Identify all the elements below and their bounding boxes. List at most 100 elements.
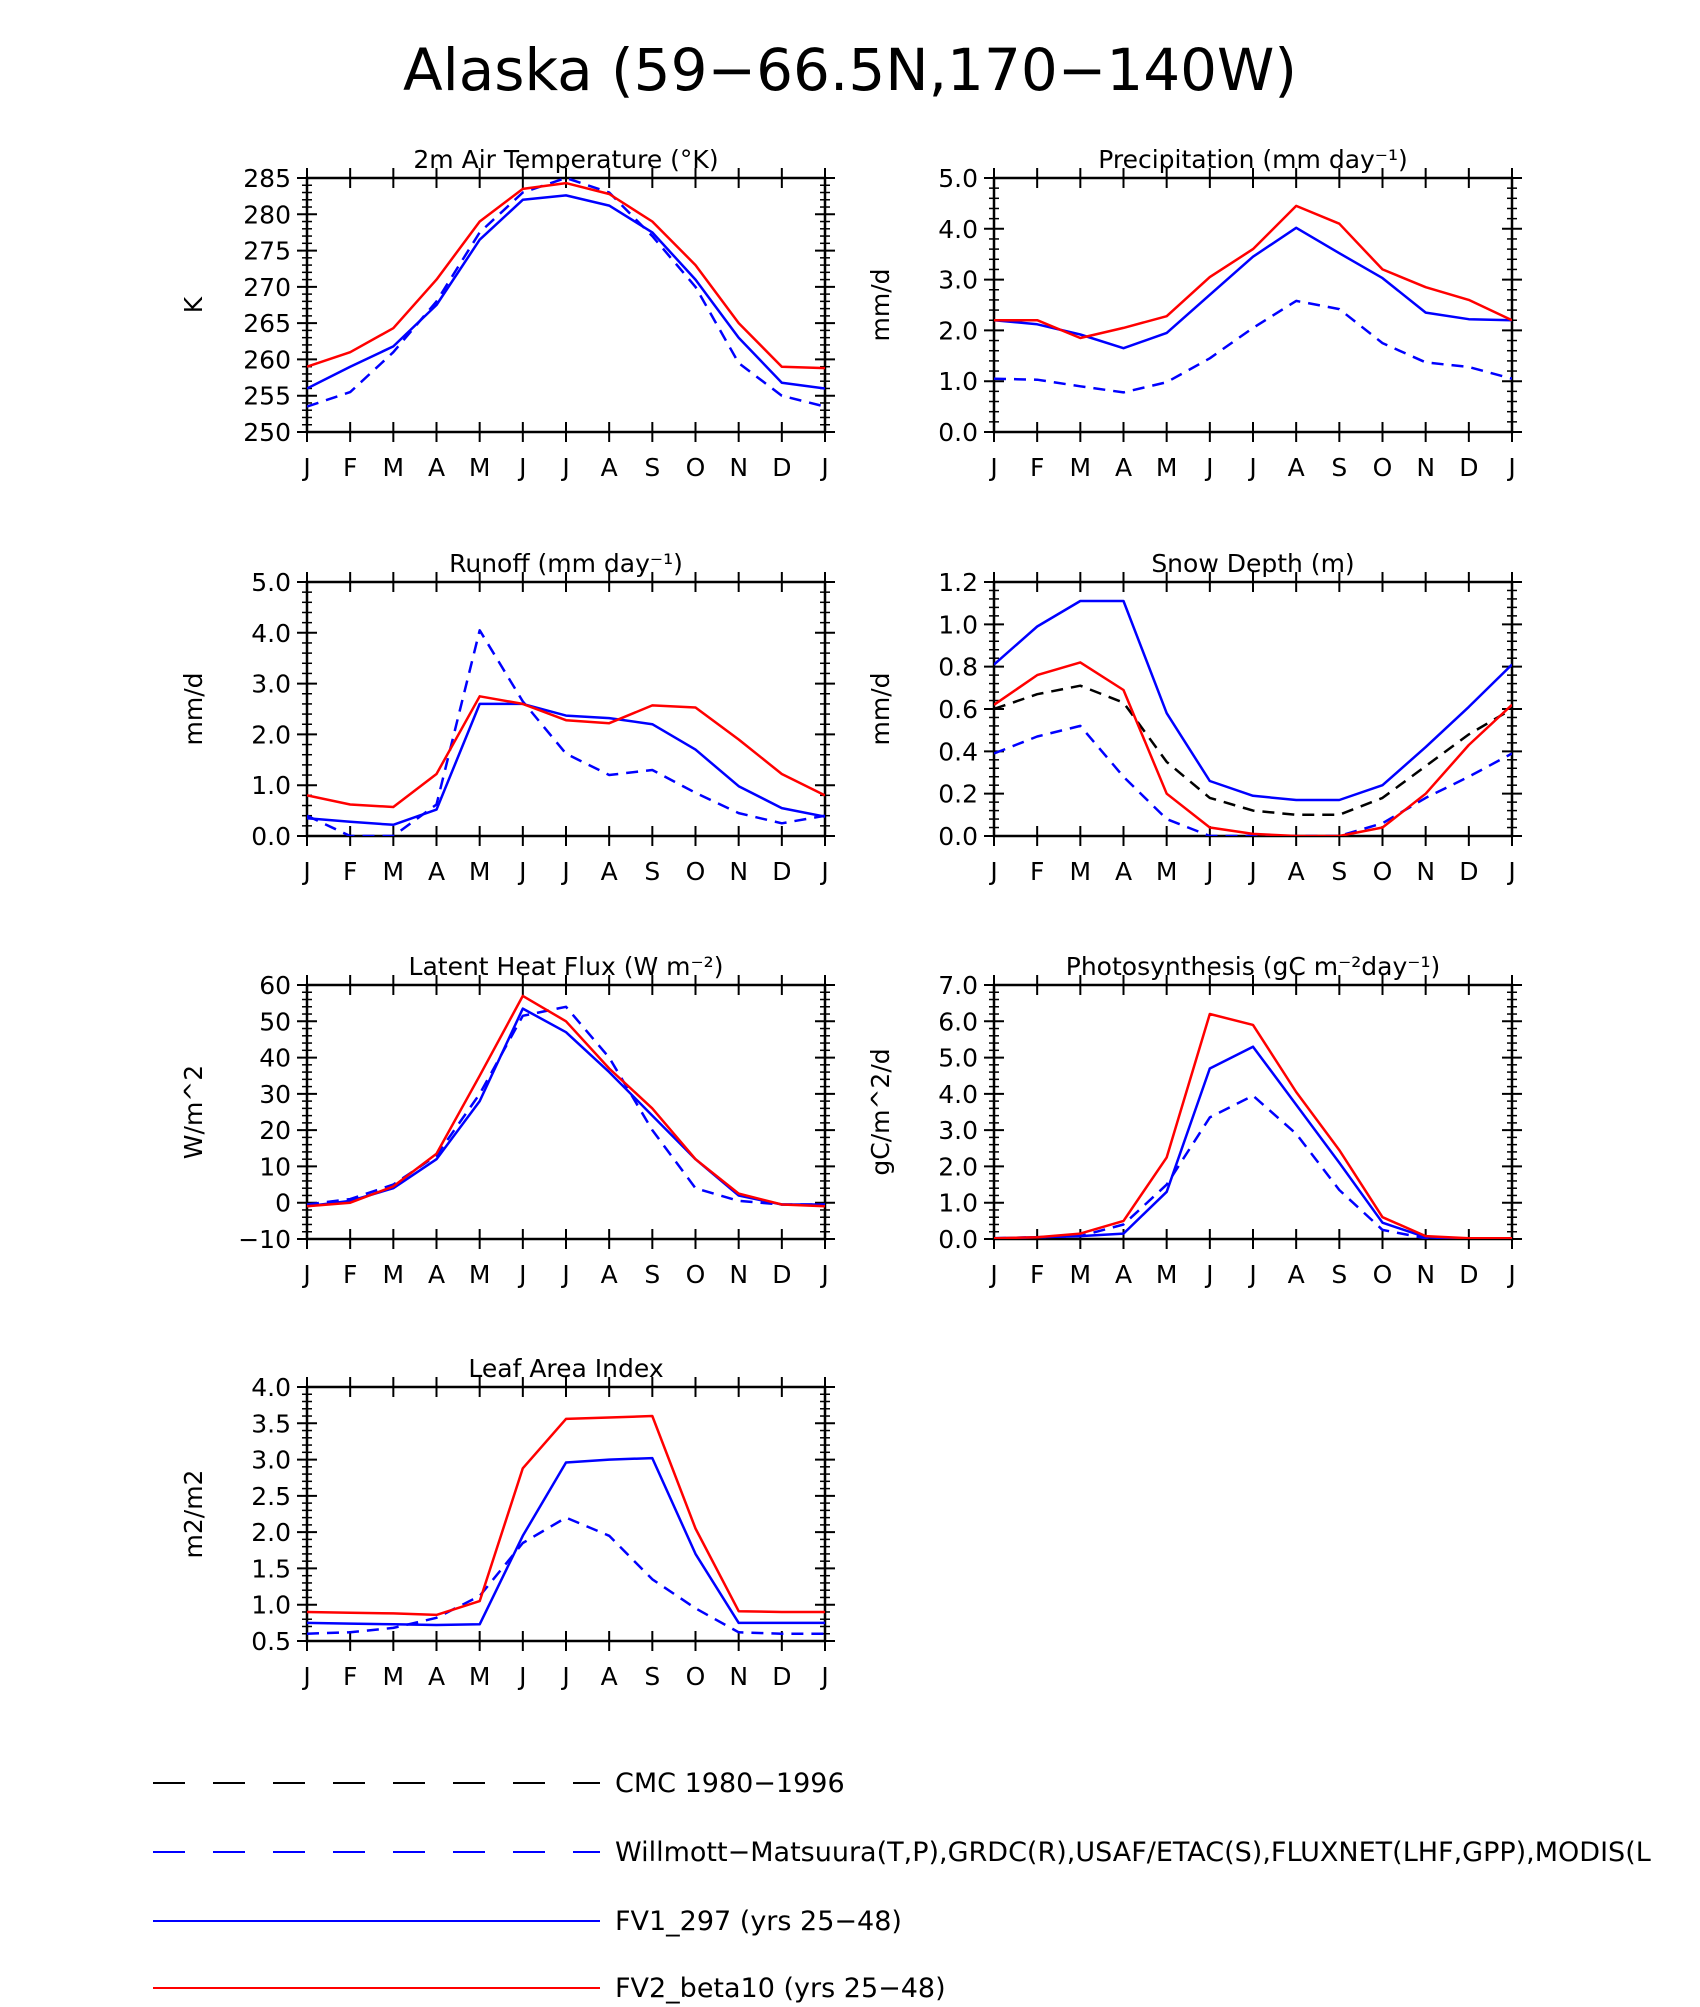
y-tick-label: 3.0 [938,1116,978,1145]
x-tick-label: J [1204,857,1213,886]
y-tick-label: 4.0 [251,619,291,648]
y-tick-label: 1.0 [938,610,978,639]
x-tick-label: J [1204,1260,1213,1289]
y-tick-label: 265 [243,309,291,338]
y-tick-label: 0.0 [251,822,291,851]
y-tick-label: 0.4 [938,737,978,766]
y-tick-label: 260 [243,345,291,374]
x-tick-label: A [601,453,618,482]
x-tick-label: J [517,1260,526,1289]
chart-panel-5: Latent Heat Flux (W m⁻²)W/m^2−1001020304… [179,952,835,1289]
x-tick-label: J [301,857,310,886]
chart-panel-7: Leaf Area Indexm2/m20.51.01.52.02.53.03.… [179,1354,835,1691]
x-tick-label: M [469,857,491,886]
series-line-cmc [994,684,1512,817]
series-line-fv2 [994,1012,1512,1239]
chart-panel-3: Runoff (mm day⁻¹)mm/d0.01.02.03.04.05.0J… [179,549,835,886]
x-tick-label: N [1416,453,1435,482]
y-tick-label: 2.5 [251,1482,291,1511]
x-tick-label: S [1331,1260,1347,1289]
series-line-fv2 [307,1414,825,1617]
y-tick-label: 7.0 [938,971,978,1000]
x-tick-label: N [1416,857,1435,886]
y-tick-label: 2.0 [938,1152,978,1181]
x-tick-label: M [1156,453,1178,482]
x-tick-label: M [469,453,491,482]
y-tick-label: 1.2 [938,568,978,597]
series-group [994,1012,1512,1239]
series-group [994,599,1512,836]
y-axis-label: mm/d [866,269,895,342]
x-tick-label: O [686,857,706,886]
x-tick-label: A [428,1662,445,1691]
x-tick-label: J [819,857,828,886]
chart-panel-1: 2m Air Temperature (°K)K2502552602652702… [179,145,835,482]
y-tick-label: 1.0 [938,367,978,396]
x-tick-label: J [988,857,997,886]
x-tick-label: D [1459,857,1478,886]
y-tick-label: 1.0 [251,771,291,800]
legend-item-fv2: FV2_beta10 (yrs 25−48) [153,1973,946,2004]
x-tick-label: F [343,1260,357,1289]
x-tick-label: A [1288,453,1305,482]
x-tick-label: J [301,1662,310,1691]
y-tick-label: 1.0 [251,1591,291,1620]
legend: CMC 1980−1996 Willmott−Matsuura(T,P),GRDC… [153,1768,1651,2004]
series-line-obs [307,1516,825,1635]
y-tick-label: 6.0 [938,1007,978,1036]
y-tick-label: 5.0 [938,164,978,193]
y-tick-label: 5.0 [938,1044,978,1073]
x-tick-label: J [1247,857,1256,886]
series-group [307,178,825,408]
x-tick-label: F [1030,453,1044,482]
x-tick-label: S [644,1662,660,1691]
series-line-fv2 [994,661,1512,836]
x-tick-label: A [1115,1260,1132,1289]
series-line-fv1 [307,1007,825,1208]
series-line-obs [994,299,1512,394]
x-tick-label: J [1506,857,1515,886]
y-axis-label: W/m^2 [179,1065,208,1159]
y-axis-label: gC/m^2/d [866,1048,895,1175]
x-tick-label: M [1156,1260,1178,1289]
x-tick-label: N [729,857,748,886]
x-tick-label: J [560,1260,569,1289]
x-tick-label: A [1288,1260,1305,1289]
x-tick-label: O [1373,1260,1393,1289]
y-tick-label: 250 [243,418,291,447]
y-tick-label: 0.0 [938,822,978,851]
x-tick-label: D [772,857,791,886]
y-axis-label: K [179,296,208,313]
x-tick-label: O [1373,453,1393,482]
series-group [307,1414,825,1635]
y-tick-label: −10 [238,1225,291,1254]
x-tick-label: D [1459,1260,1478,1289]
legend-label: Willmott−Matsuura(T,P),GRDC(R),USAF/ETAC… [615,1837,1651,1868]
x-tick-label: F [343,857,357,886]
series-line-obs [307,629,825,836]
y-tick-label: 20 [259,1116,291,1145]
x-tick-label: A [1115,453,1132,482]
series-line-obs [307,178,825,408]
series-group [307,629,825,836]
y-tick-label: 3.5 [251,1409,291,1438]
x-tick-label: J [819,453,828,482]
legend-item-obs: Willmott−Matsuura(T,P),GRDC(R),USAF/ETAC… [153,1837,1651,1868]
x-tick-label: J [1247,1260,1256,1289]
series-group [994,204,1512,394]
series-line-fv2 [307,994,825,1208]
y-tick-label: 10 [259,1152,291,1181]
x-tick-label: D [772,453,791,482]
legend-item-fv1: FV1_297 (yrs 25−48) [153,1906,902,1937]
chart-panel-6: Photosynthesis (gC m⁻²day⁻¹)gC/m^2/d0.01… [866,952,1522,1289]
x-tick-label: J [560,1662,569,1691]
x-tick-label: M [1070,857,1092,886]
plot-frame [992,983,1514,1241]
x-tick-label: J [560,453,569,482]
x-tick-label: J [517,453,526,482]
y-tick-label: 4.0 [938,1080,978,1109]
y-tick-label: 1.5 [251,1554,291,1583]
x-tick-label: A [428,857,445,886]
y-tick-label: 30 [259,1080,291,1109]
x-tick-label: J [301,453,310,482]
